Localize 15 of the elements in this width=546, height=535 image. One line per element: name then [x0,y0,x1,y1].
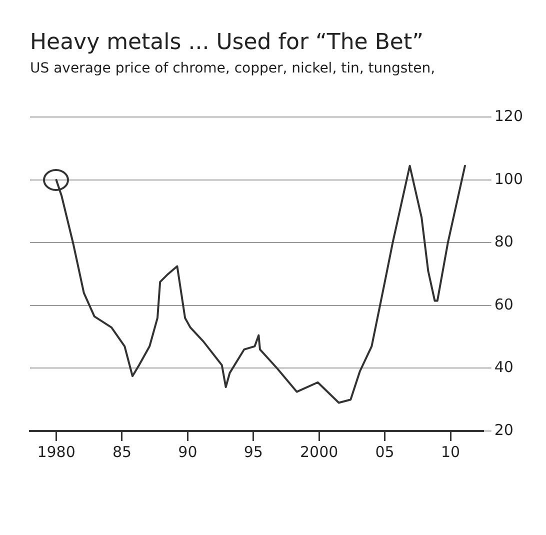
x-tick-label: 05 [375,442,394,461]
x-tick-label: 90 [178,442,198,461]
y-tick-label: 100 [494,170,524,188]
x-tick-label: 85 [112,442,132,461]
y-tick-label: 120 [494,107,524,126]
x-tick-label: 95 [244,442,263,461]
chart-subtitle: US average price of chrome, copper, nickel, tin, tungsten, [30,60,436,76]
y-tick-label: 20 [494,420,514,439]
x-tick-label: 1980 [37,442,76,461]
x-tick-label: 10 [440,442,460,461]
y-tick-label: 40 [494,358,514,376]
x-tick-label: 2000 [300,442,338,461]
y-tick-label: 80 [494,232,514,251]
y-tick-label: 60 [494,295,514,314]
chart-title: Heavy metals ... Used for “The Bet” [30,30,424,55]
